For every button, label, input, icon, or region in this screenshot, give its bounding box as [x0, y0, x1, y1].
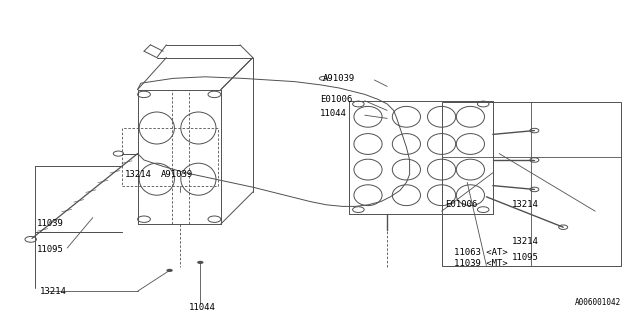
Bar: [442, 102, 621, 266]
Text: 11039 <MT>: 11039 <MT>: [454, 260, 508, 268]
Text: A006001042: A006001042: [575, 298, 621, 307]
Bar: [122, 128, 218, 186]
Text: 13214: 13214: [125, 170, 152, 179]
Text: 11044: 11044: [320, 109, 347, 118]
Text: 13214: 13214: [512, 237, 539, 246]
Text: E01006: E01006: [445, 200, 477, 209]
Text: 11039: 11039: [37, 220, 64, 228]
Text: 11095: 11095: [512, 253, 539, 262]
Text: 13214: 13214: [40, 287, 67, 296]
Text: 13214: 13214: [512, 200, 539, 209]
Text: 11063 <AT>: 11063 <AT>: [454, 248, 508, 257]
Text: A91039: A91039: [323, 74, 355, 83]
Text: E01006: E01006: [320, 95, 352, 104]
Circle shape: [197, 261, 204, 264]
Text: 11044: 11044: [189, 303, 216, 312]
Text: 11095: 11095: [37, 245, 64, 254]
Circle shape: [166, 269, 173, 272]
Text: A91039: A91039: [161, 170, 193, 179]
